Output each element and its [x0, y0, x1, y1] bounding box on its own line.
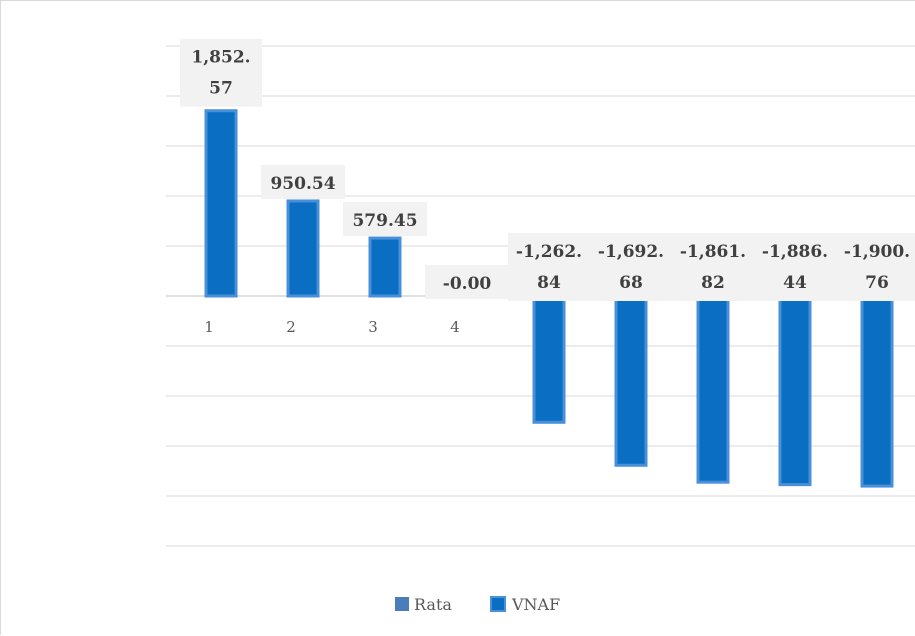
category-label: 3 — [368, 318, 378, 336]
data-label-text: 1,852. — [191, 48, 250, 68]
data-label-text: 579.45 — [352, 211, 417, 231]
data-label-box — [180, 38, 262, 107]
data-label-text: 950.54 — [270, 174, 335, 194]
data-label-box — [590, 233, 672, 301]
bar-vnaf — [204, 109, 238, 298]
data-label-text: -0.00 — [443, 274, 492, 294]
bar-vnaf — [368, 236, 402, 298]
category-label: 1 — [204, 318, 214, 336]
data-label-box — [836, 233, 915, 301]
data-label-box — [508, 233, 590, 301]
data-label: 1,852. 57 — [180, 38, 262, 107]
data-label-box — [754, 233, 836, 301]
data-label-text: -1,900. — [844, 242, 910, 262]
data-label-box — [261, 164, 345, 199]
data-label-box — [672, 233, 754, 301]
legend-label: Rata — [414, 595, 452, 614]
category-label: 4 — [450, 318, 460, 336]
data-label-text: -1,886. — [762, 242, 828, 262]
data-label-box — [425, 265, 509, 299]
data-label: 579.45 — [343, 202, 427, 237]
legend-label: VNAF — [511, 595, 560, 614]
data-label: -1,861. 82 — [672, 233, 754, 301]
data-label: -1,900. 76 — [836, 233, 915, 301]
data-label: -1,262. 84 — [508, 233, 590, 301]
bar-vnaf — [614, 294, 648, 467]
data-label-text: -1,692. — [598, 242, 664, 262]
bar-vnaf — [778, 294, 812, 487]
data-label-text: 82 — [701, 273, 725, 293]
data-label: -0.00 — [425, 265, 509, 299]
bar-vnaf — [532, 294, 566, 424]
data-labels: 1,852. 57 950.54 579.45 -0.00 -1,262. 84 -1,692… — [180, 38, 915, 301]
data-label-text: 44 — [783, 273, 807, 293]
data-label-text: 57 — [209, 79, 233, 99]
bar-vnaf — [286, 199, 320, 298]
legend-swatch — [490, 596, 506, 612]
data-label-text: 84 — [537, 273, 561, 293]
bar-vnaf — [860, 294, 894, 488]
data-label-box — [343, 202, 427, 237]
data-label-text: -1,262. — [516, 242, 582, 262]
category-label: 2 — [286, 318, 296, 336]
data-label: -1,692. 68 — [590, 233, 672, 301]
data-label-text: -1,861. — [680, 242, 746, 262]
data-label: -1,886. 44 — [754, 233, 836, 301]
legend: Rata VNAF — [395, 595, 560, 614]
data-label-text: 76 — [865, 273, 889, 293]
bar-vnaf — [696, 294, 730, 484]
legend-swatch — [395, 597, 409, 611]
bars — [204, 109, 894, 488]
data-label: 950.54 — [261, 164, 345, 199]
data-label-text: 68 — [619, 273, 643, 293]
